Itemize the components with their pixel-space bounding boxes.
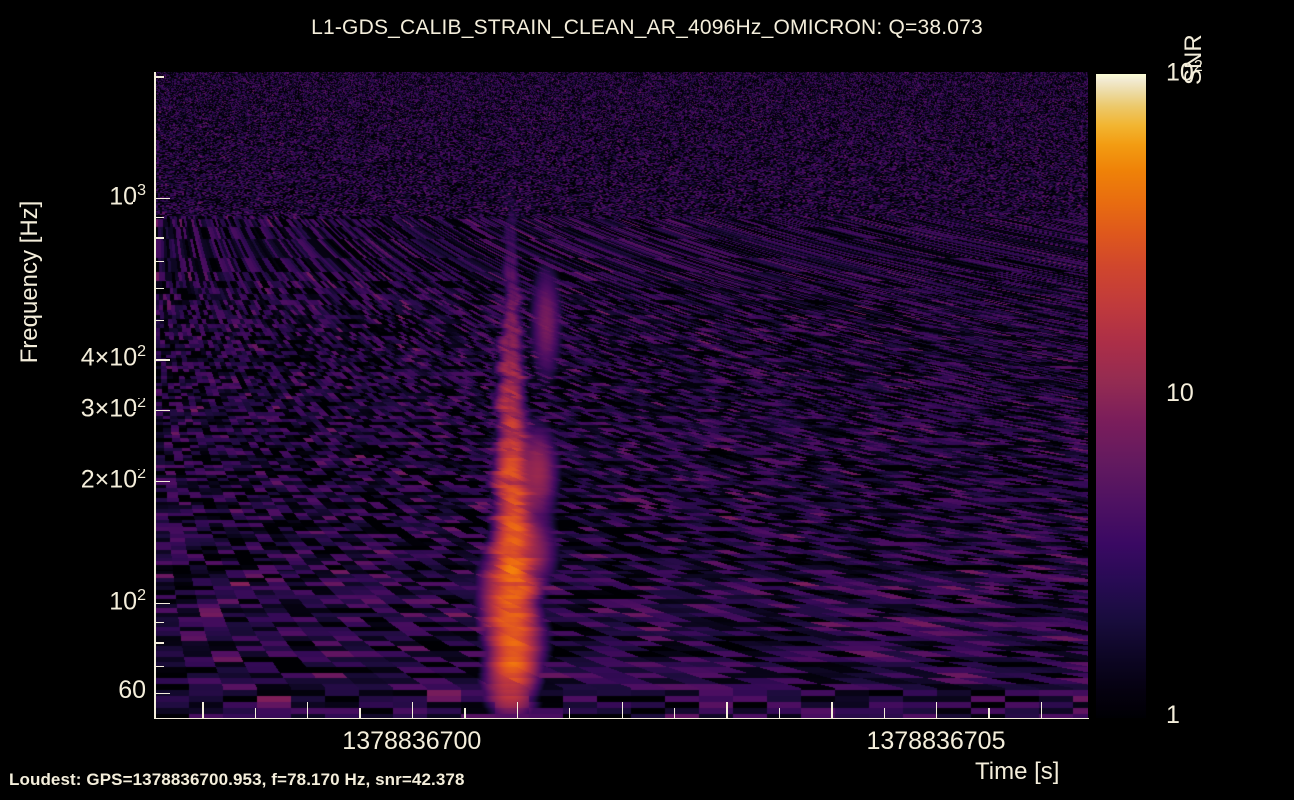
x-axis-tick — [411, 702, 414, 718]
loudest-event-caption: Loudest: GPS=1378836700.953, f=78.170 Hz… — [9, 770, 465, 789]
x-axis-tick — [516, 702, 519, 718]
colorbar-minor-tick — [133, 170, 146, 173]
y-tick-label-2: 3×102 — [80, 393, 146, 423]
colorbar-minor-tick — [124, 396, 146, 398]
x-axis-tick — [621, 702, 623, 718]
colorbar-minor-tick — [133, 492, 146, 495]
y-axis-title: Frequency [Hz] — [16, 200, 43, 364]
x-axis-tick — [254, 708, 256, 718]
y-axis-minor-tick — [155, 320, 164, 322]
colorbar-minor-tick — [124, 718, 146, 720]
x-axis-tick — [464, 708, 466, 718]
y-axis-major-tick — [155, 692, 170, 695]
x-axis-tick — [778, 708, 781, 718]
y-axis-minor-tick — [155, 287, 164, 290]
x-axis-tick — [883, 708, 885, 718]
colorbar-minor-tick — [133, 524, 146, 526]
colorbar-label-1: 10 — [1166, 379, 1194, 407]
x-axis-tick — [307, 702, 309, 718]
x-axis-line — [154, 717, 1089, 719]
colorbar-minor-tick — [133, 621, 146, 623]
colorbar-minor-tick — [133, 242, 146, 244]
spectrogram-plot[interactable] — [155, 72, 1088, 718]
y-axis-minor-tick — [155, 216, 164, 218]
y-tick-label-3: 2×102 — [80, 465, 146, 494]
y-axis-minor-tick — [155, 260, 164, 263]
x-axis-title: Time [s] — [975, 758, 1060, 785]
y-axis-major-tick — [155, 409, 170, 412]
y-tick-label-1: 4×102 — [80, 343, 146, 372]
colorbar-minor-tick — [133, 299, 146, 301]
colorbar-minor-tick — [133, 145, 146, 147]
y-axis-minor-tick — [155, 621, 164, 623]
x-axis-tick — [988, 708, 990, 718]
colorbar-minor-tick — [133, 445, 146, 448]
y-axis-minor-tick — [155, 665, 164, 668]
x-axis-tick — [726, 702, 728, 718]
y-axis-major-tick — [155, 198, 170, 200]
y-tick-label-0: 103 — [109, 182, 146, 211]
y-axis-minor-tick — [155, 642, 164, 644]
x-tick-label-0: 1378836700 — [342, 727, 482, 755]
x-axis-tick — [569, 708, 571, 718]
colorbar-minor-tick — [133, 105, 146, 107]
colorbar-minor-tick — [124, 74, 146, 76]
x-axis-tick — [1040, 702, 1043, 718]
y-axis-major-tick — [155, 603, 170, 605]
spectrogram-canvas — [155, 72, 1088, 718]
colorbar-minor-tick — [133, 123, 146, 126]
x-axis-tick — [936, 702, 938, 718]
page-title: L1-GDS_CALIB_STRAIN_CLEAN_AR_4096Hz_OMIC… — [311, 16, 983, 39]
y-axis-minor-tick — [155, 76, 164, 78]
colorbar-label-2: 1 — [1166, 701, 1180, 729]
colorbar-title: SNR — [1180, 34, 1207, 85]
snr-colorbar — [1096, 74, 1146, 718]
colorbar-minor-tick — [133, 427, 146, 429]
colorbar-minor-tick — [133, 88, 146, 91]
y-axis-line — [154, 72, 156, 719]
x-axis-tick — [673, 708, 676, 718]
x-axis-tick — [202, 702, 204, 718]
y-axis-major-tick — [155, 359, 170, 361]
colorbar-label-0: 102 — [1166, 58, 1203, 87]
colorbar-minor-tick — [133, 467, 146, 469]
y-tick-label-4: 102 — [109, 587, 146, 616]
colorbar-minor-tick — [133, 564, 146, 566]
y-tick-label-5: 60 — [118, 675, 146, 704]
x-axis-tick — [831, 702, 833, 718]
colorbar-minor-tick — [133, 410, 146, 413]
colorbar-minor-tick — [133, 202, 146, 204]
x-axis-tick — [359, 708, 361, 718]
y-axis-minor-tick — [155, 237, 164, 239]
x-tick-label-1: 1378836705 — [866, 727, 1006, 755]
y-axis-major-tick — [155, 481, 170, 483]
